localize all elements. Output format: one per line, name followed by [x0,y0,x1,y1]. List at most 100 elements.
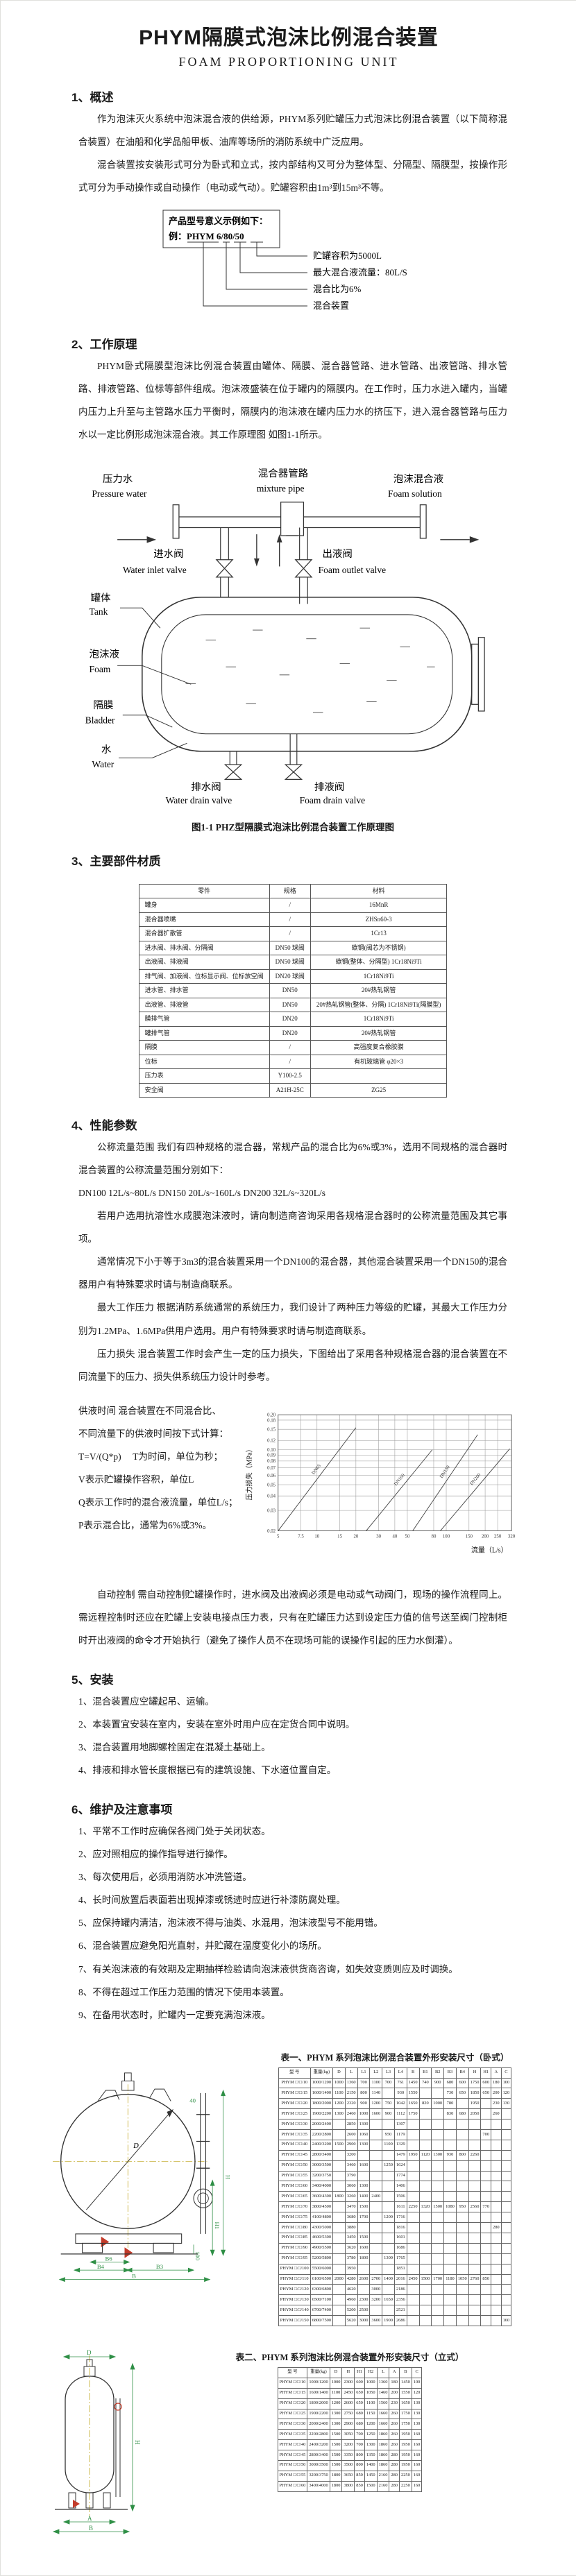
x-tick-label: 80 [432,1534,437,1539]
table-cell: 2450 [406,2274,420,2285]
table-row: 安全阀 A21H-25C ZG25 [138,1082,448,1098]
table-cell: 1800/2000 [310,2098,334,2110]
water-drain-valve-symbol [223,764,243,780]
table-cell: 1560 [376,2398,390,2409]
table-cell: 2320 [344,2098,358,2110]
table-cell: 1686 [393,2242,407,2254]
table-cell: 2600 [341,2398,355,2409]
table-cell [468,2242,482,2254]
x-tick-label: 320 [508,1534,516,1539]
principle-diagram: 压力水 Pressure water 混合器管路 mixture pipe 泡沫… [85,468,485,805]
table-cell: 1860 [376,2459,390,2471]
table-cell [480,2315,492,2326]
table-cell [491,2232,502,2244]
table-cell [406,2315,420,2326]
table-cell: 1200 [329,2398,343,2409]
table-cell: 1800 [329,2480,343,2492]
table-cell: PHYM □/□/25 [277,2408,308,2420]
table-cell: 1900/2200 [307,2408,330,2420]
table-cell [455,2253,469,2264]
table-cell: 1300 [364,2439,378,2451]
table-cell: 1179 [393,2129,407,2140]
perf-paragraph-3: 若用户选用抗溶性水成膜泡沫液时，请向制造商咨询采用各规格混合器时的公称流量范围及… [78,1211,507,1245]
table-cell [382,2232,395,2244]
table-cell: 800 [357,2088,371,2099]
table-cell [406,2170,420,2182]
dim-label-h: H [224,2175,231,2180]
table-cell: 1350 [364,2450,378,2461]
table-cell: DN20 球阀 [269,969,311,984]
table-cell: 1140 [369,2088,383,2099]
table-cell [480,2160,492,2172]
table-cell: 2250 [406,2201,420,2213]
table-cell: 700 [357,2077,371,2089]
table-cell [406,2222,420,2233]
table-cell [369,2253,383,2264]
table-cell: 1900 [382,2315,395,2326]
water-drain-valve-label-zh: 排水阀 [191,781,221,792]
table-cell [332,2160,346,2172]
install-list: 1、混合装置应空罐起吊、运输。 2、本装置宜安装在室内，安装在室外时用户应在定货… [78,1690,507,1782]
install-item: 3、混合装置用地脚螺栓固定在混凝土基础上。 [78,1742,271,1752]
table-cell: 1600 [357,2242,371,2254]
table-cell [480,2232,492,2244]
table-cell: 1Cr18Ni9Ti [310,969,448,984]
table-cell [418,2263,432,2275]
table-cell: 1500 [329,2439,343,2451]
table-cell: 1Cr13 [310,926,448,941]
table-cell [332,2212,346,2224]
table-cell [369,2149,383,2161]
table-row: PHYM □/□/20 1800/2000 1200 2320 900 1200 750 10… [278,2098,512,2110]
table-cell: PHYM □/□/25 [278,2108,311,2120]
table-cell: 730 [443,2088,457,2099]
table-cell: 260 [389,2429,400,2441]
table-cell [369,2181,383,2192]
table-row: 隔膜 / 高强度复合橡胶膜 [138,1040,448,1055]
table-cell: 1500 [332,2139,346,2151]
x-tick-label: 5 [277,1534,280,1539]
table-cell [443,2253,457,2264]
table-cell: 2450 [341,2387,355,2399]
install-item: 1、混合装置应空罐起吊、运输。 [78,1696,214,1707]
table-cell [418,2294,432,2306]
table-cell: 3400/4000 [310,2181,334,2192]
table-cell [418,2242,432,2254]
table-cell: 1200 [382,2212,395,2224]
foam-label-en: Foam [90,663,111,674]
table-cell: 1307 [393,2119,407,2131]
table-cell: 罐排气管 [138,1025,270,1041]
table-cell: 1860 [376,2439,390,2451]
table-cell: 2160 [376,2480,390,2492]
table-cell: L4 [393,2067,407,2079]
table-cell [443,2191,457,2203]
table-cell: 6500/7100 [310,2294,334,2306]
table-cell: 罐身 [138,898,270,913]
table-cell [382,2149,395,2161]
table-row: 出液管、排液管 DN50 20#热轧钢管(整体、分隔) 1Cr18Ni9Ti(隔膜型… [138,997,448,1012]
table-cell [443,2305,457,2317]
table-cell: 2900 [344,2139,358,2151]
table-cell: 出液阀、排液阀 [138,955,270,970]
dim-label-d: D [87,2350,92,2356]
table-cell: 1000 [364,2377,378,2389]
table-cell: DN50 球阀 [269,955,311,970]
table-cell: 1660 [376,2408,390,2420]
table-cell [418,2108,432,2120]
table-row: 混合器扩散管/1Cr13 [138,926,448,941]
table-cell [468,2253,482,2264]
table-cell: 100 [500,2077,512,2089]
table2-caption: 表二、PHYM 系列泡沫比例混合装置外形安装尺寸（立式） [235,2352,464,2362]
table-cell: / [269,912,311,927]
pressure-water-label-en: Pressure water [92,488,147,499]
table-cell [443,2263,457,2275]
table-cell [418,2181,432,2192]
table-cell: 1500 [431,2201,445,2213]
table-row: PHYM □/□/110 6100/6500 2000 4280 2600 2700 140… [278,2274,512,2285]
table-cell [500,2222,512,2233]
table-row: PHYM □/□/65 3600/4300 1800 3260 1400 2400 1506 [278,2191,512,2203]
table-cell [491,2191,502,2203]
y-tick-label: 0.02 [267,1529,276,1534]
x-tick-label: 200 [482,1534,489,1539]
table-cell [500,2149,512,2161]
table-cell: 930 [393,2088,407,2099]
